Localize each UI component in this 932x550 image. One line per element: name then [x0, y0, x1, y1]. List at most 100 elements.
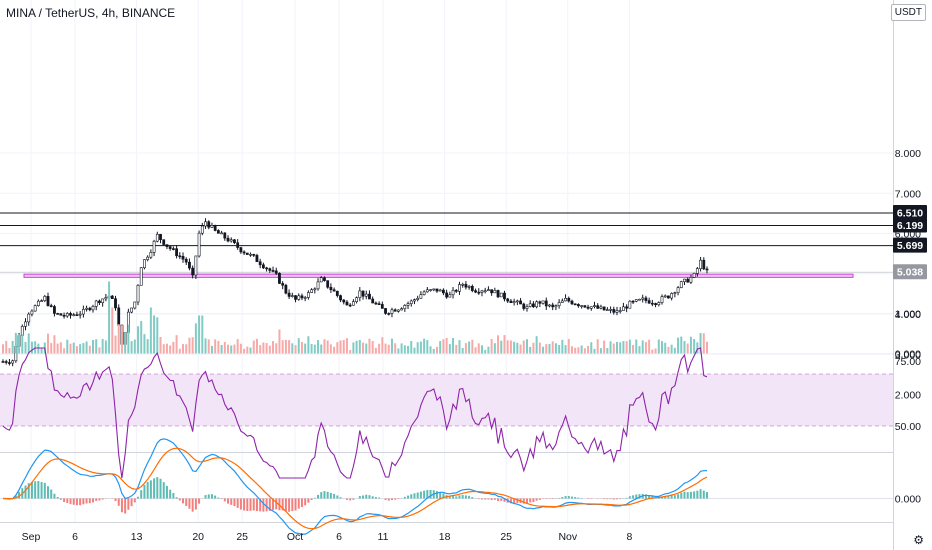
volume-bar [702, 333, 705, 354]
volume-bar [490, 338, 493, 354]
macd-histogram-bar [98, 498, 101, 501]
macd-histogram-bar [233, 498, 236, 507]
candle-body [622, 306, 625, 311]
macd-histogram-bar [281, 498, 284, 511]
candle-body [284, 284, 288, 294]
macd-histogram-bar [416, 492, 419, 499]
macd-histogram-bar [249, 498, 252, 511]
candle-body [191, 267, 195, 276]
macd-histogram-bar [632, 495, 635, 499]
candle-body [303, 297, 307, 299]
candle-body [130, 307, 133, 313]
candle-body [155, 233, 159, 242]
candle-body [220, 232, 223, 235]
volume-bar [133, 339, 136, 354]
volume-bar [442, 339, 445, 354]
volume-bar [307, 336, 310, 354]
candle-body [609, 309, 612, 311]
macd-histogram-bar [120, 498, 123, 513]
volume-bar [625, 341, 628, 354]
macd-histogram-bar [304, 498, 307, 506]
volume-bar [603, 340, 606, 354]
candle-body [165, 244, 169, 247]
candle-body [85, 307, 88, 310]
macd-histogram-bar [53, 493, 56, 499]
macd-histogram-bar [40, 481, 43, 499]
candle-body [178, 255, 182, 258]
volume-bar [371, 340, 374, 354]
macd-histogram-bar [300, 498, 303, 508]
candle-body [509, 300, 513, 304]
volume-bar [92, 339, 95, 354]
settings-gear-icon[interactable]: ⚙ [913, 533, 924, 547]
candle-body [554, 305, 558, 308]
currency-button[interactable]: USDT [890, 4, 926, 21]
macd-histogram-bar [37, 481, 40, 499]
time-tick-label: 13 [131, 531, 143, 543]
macd-histogram-bar [329, 492, 332, 499]
volume-bar [349, 349, 352, 354]
time-tick-label: 25 [500, 531, 512, 543]
macd-histogram-bar [461, 494, 464, 499]
volume-bar [207, 339, 210, 354]
macd-histogram-bar [651, 496, 654, 499]
macd-histogram-bar [191, 498, 194, 512]
volume-bar [368, 338, 371, 354]
volume-bar [587, 345, 590, 354]
candle-body [667, 295, 670, 299]
macd-histogram-bar [194, 498, 197, 510]
volume-bar [34, 341, 37, 354]
candle-body [612, 309, 616, 313]
candle-body [46, 296, 50, 306]
macd-histogram-bar [159, 478, 162, 499]
macd-histogram-bar [397, 498, 400, 500]
volume-bar [561, 339, 564, 354]
volume-bar [201, 315, 204, 354]
volume-bar [619, 342, 622, 354]
volume-bar [146, 339, 149, 354]
volume-bar [108, 281, 111, 354]
macd-histogram-bar [69, 498, 72, 505]
candle-body [184, 258, 188, 263]
volume-bar [75, 346, 78, 354]
volume-bar [596, 339, 599, 354]
candle-body [342, 299, 346, 303]
candle-body [371, 298, 375, 304]
volume-bar [24, 341, 27, 354]
volume-bar [320, 344, 323, 354]
volume-bar [5, 340, 8, 354]
candle-body [94, 300, 98, 307]
macd-histogram-bar [477, 498, 480, 500]
candle-body [400, 308, 404, 311]
macd-histogram-bar [85, 498, 88, 504]
candle-body [541, 300, 545, 304]
macd-histogram-bar [452, 496, 455, 499]
macd-histogram-bar [529, 498, 532, 503]
volume-bar [609, 341, 612, 354]
volume-bar [381, 337, 384, 354]
macd-histogram-bar [635, 494, 638, 499]
candle-body [62, 314, 66, 317]
candle-body [615, 310, 619, 313]
volume-bar [413, 347, 416, 354]
macd-histogram-bar [207, 494, 210, 499]
candle-body [515, 300, 519, 303]
volume-tick-label: 1.000 [895, 309, 921, 321]
volume-bar [445, 338, 448, 354]
macd-histogram-bar [407, 495, 410, 499]
candle-body [641, 297, 645, 300]
volume-bar [529, 346, 532, 354]
macd-histogram-bar [345, 498, 348, 500]
candle-body [663, 295, 667, 298]
candle-body [535, 301, 539, 308]
candle-body [506, 298, 510, 302]
volume-bar [120, 325, 123, 354]
macd-histogram-bar [133, 498, 136, 503]
volume-bar [345, 338, 348, 354]
time-tick-label: Sep [22, 531, 41, 543]
candle-body [409, 300, 413, 304]
candle-body [281, 283, 285, 286]
volume-bar [632, 344, 635, 354]
candle-body [78, 313, 82, 316]
